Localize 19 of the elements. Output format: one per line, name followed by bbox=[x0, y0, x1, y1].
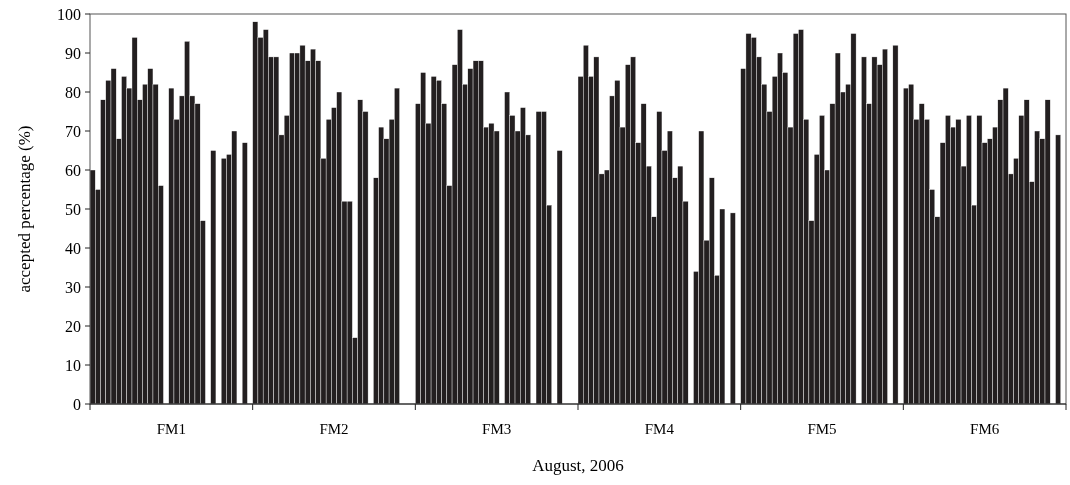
x-tick-label: FM6 bbox=[970, 421, 1000, 437]
y-tick-label: 80 bbox=[65, 83, 81, 101]
y-tick-label: 60 bbox=[65, 161, 81, 179]
y-tick-label: 20 bbox=[65, 317, 81, 335]
y-axis-title: accepted percentage (%) bbox=[15, 125, 34, 293]
y-tick-label: 100 bbox=[57, 5, 81, 23]
y-tick-label: 90 bbox=[65, 44, 81, 62]
x-axis-title: August, 2006 bbox=[532, 456, 624, 475]
x-tick-label: FM1 bbox=[156, 421, 186, 437]
x-tick-label: FM3 bbox=[482, 421, 512, 437]
x-tick-label: FM5 bbox=[807, 421, 837, 437]
y-tick-label: 30 bbox=[65, 278, 81, 296]
x-tick-label: FM4 bbox=[644, 421, 675, 437]
x-tick-label: FM2 bbox=[319, 421, 349, 437]
y-tick-label: 70 bbox=[65, 122, 81, 140]
y-tick-label: 50 bbox=[65, 200, 81, 218]
y-tick-label: 10 bbox=[65, 356, 81, 374]
y-tick-label: 0 bbox=[73, 395, 81, 413]
y-tick-label: 40 bbox=[65, 239, 81, 257]
